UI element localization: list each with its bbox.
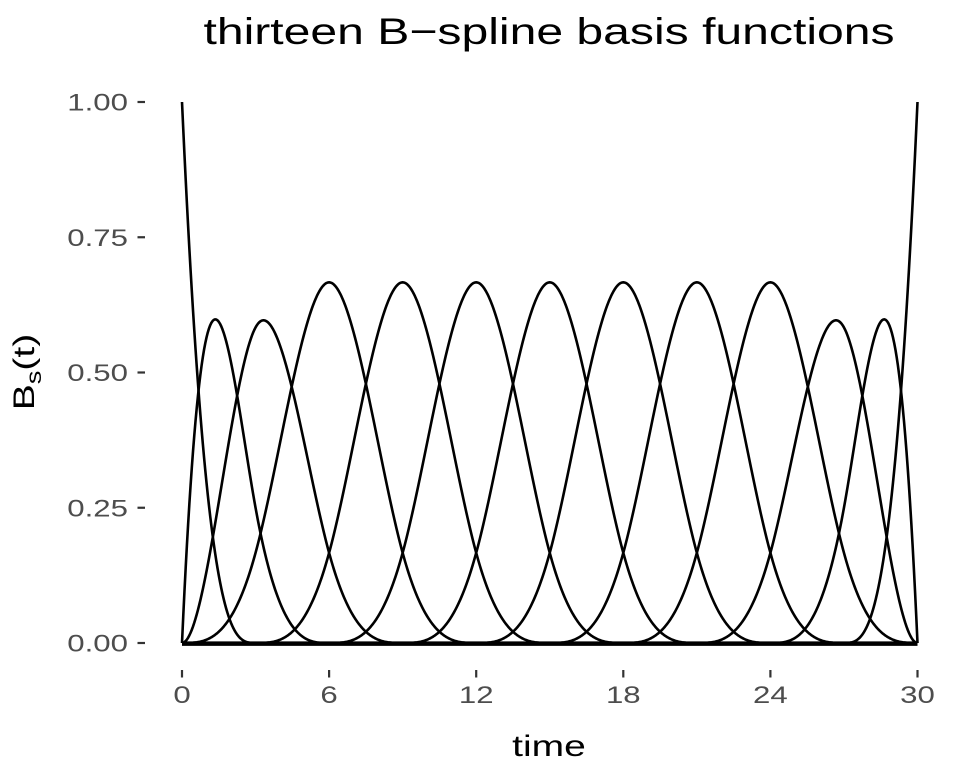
x-tick-label: 30 bbox=[900, 681, 935, 708]
y-tick-label: 0.75 bbox=[67, 224, 128, 251]
x-axis-title: time bbox=[512, 730, 586, 763]
x-tick-label: 12 bbox=[459, 681, 494, 708]
x-tick-label: 0 bbox=[173, 681, 190, 708]
basis-curve-B7 bbox=[181, 281, 918, 645]
basis-curve-B2 bbox=[180, 318, 918, 645]
curves-group bbox=[180, 101, 919, 645]
y-tick-label: 0.50 bbox=[67, 359, 128, 386]
basis-curve-B1 bbox=[180, 101, 918, 645]
basis-curve-B11 bbox=[181, 319, 918, 645]
basis-curve-B12 bbox=[181, 318, 919, 645]
basis-curve-B4 bbox=[181, 281, 918, 645]
y-tick-label: 1.00 bbox=[67, 89, 128, 116]
x-tick-label: 6 bbox=[320, 681, 337, 708]
y-axis-title-suffix: (t) bbox=[8, 334, 41, 371]
y-tick-label: 0.00 bbox=[67, 630, 128, 657]
x-tick-label: 24 bbox=[753, 681, 788, 708]
y-tick-label: 0.25 bbox=[67, 495, 128, 522]
x-axis-ticks: 0 6 12 18 24 30 bbox=[173, 670, 935, 708]
y-axis-title: Bs(t) bbox=[8, 334, 46, 410]
basis-curve-B8 bbox=[181, 281, 918, 645]
y-axis-title-subscript: s bbox=[23, 371, 46, 385]
x-tick-label: 18 bbox=[606, 681, 641, 708]
basis-curve-B5 bbox=[181, 281, 918, 645]
basis-curve-B6 bbox=[181, 281, 918, 645]
basis-curve-B9 bbox=[181, 281, 918, 645]
y-axis-ticks: 0.00 0.25 0.50 0.75 1.00 bbox=[67, 89, 145, 657]
basis-curve-B3 bbox=[181, 319, 918, 645]
basis-curve-B10 bbox=[181, 281, 918, 645]
basis-curve-B13 bbox=[181, 101, 919, 645]
chart-title: thirteen B−spline basis functions bbox=[203, 11, 894, 52]
y-axis-title-base: B bbox=[8, 384, 41, 410]
